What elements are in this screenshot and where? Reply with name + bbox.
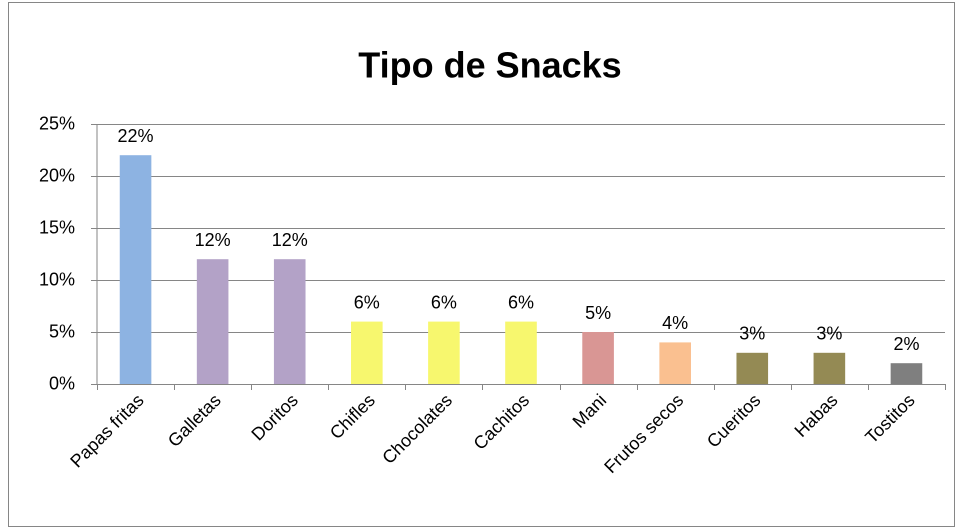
bar	[659, 342, 691, 384]
y-tick-label: 5%	[49, 321, 75, 341]
data-label: 2%	[893, 334, 919, 354]
data-label: 6%	[431, 292, 457, 312]
y-tick-label: 25%	[39, 113, 75, 133]
bar	[813, 352, 846, 384]
data-label: 3%	[816, 324, 842, 344]
bar	[890, 363, 923, 384]
y-tick-label: 0%	[49, 373, 75, 393]
data-label: 5%	[585, 303, 611, 323]
bar	[273, 259, 306, 384]
chart-title: Tipo de Snacks	[358, 45, 621, 86]
data-label: 6%	[354, 292, 380, 312]
bar	[428, 321, 460, 384]
chart-border	[8, 2, 955, 527]
bar	[505, 321, 537, 384]
data-label: 12%	[272, 230, 308, 250]
y-tick-label: 20%	[39, 165, 75, 185]
data-label: 12%	[195, 230, 231, 250]
bar	[736, 352, 769, 384]
bar	[582, 332, 614, 384]
data-label: 4%	[662, 313, 688, 333]
data-label: 3%	[739, 324, 765, 344]
bar	[351, 321, 383, 384]
data-label: 22%	[118, 126, 154, 146]
y-tick-label: 10%	[39, 269, 75, 289]
y-tick-label: 15%	[39, 217, 75, 237]
bar	[119, 155, 152, 384]
data-label: 6%	[508, 292, 534, 312]
bar	[196, 259, 229, 384]
